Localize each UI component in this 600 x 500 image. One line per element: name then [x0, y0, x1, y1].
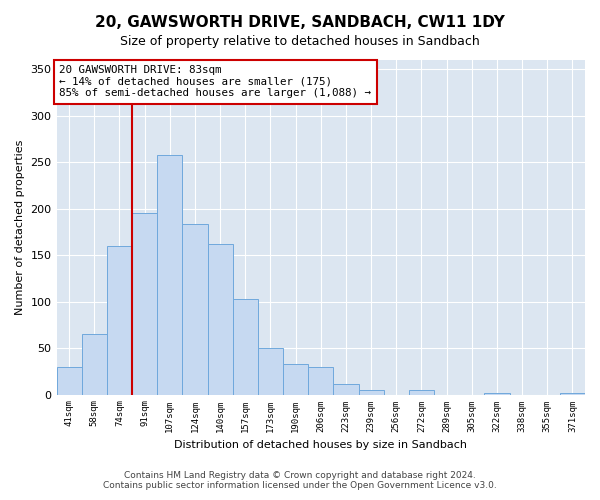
- Bar: [484, 392, 509, 394]
- Text: 20, GAWSWORTH DRIVE, SANDBACH, CW11 1DY: 20, GAWSWORTH DRIVE, SANDBACH, CW11 1DY: [95, 15, 505, 30]
- Bar: [182, 224, 208, 394]
- Bar: [56, 366, 82, 394]
- Bar: [233, 299, 258, 394]
- Bar: [560, 392, 585, 394]
- Text: Size of property relative to detached houses in Sandbach: Size of property relative to detached ho…: [120, 35, 480, 48]
- Bar: [258, 348, 283, 395]
- Bar: [308, 366, 334, 394]
- Y-axis label: Number of detached properties: Number of detached properties: [15, 140, 25, 315]
- Bar: [82, 334, 107, 394]
- Bar: [132, 214, 157, 394]
- Bar: [157, 155, 182, 394]
- Bar: [359, 390, 383, 394]
- Text: Contains HM Land Registry data © Crown copyright and database right 2024.
Contai: Contains HM Land Registry data © Crown c…: [103, 470, 497, 490]
- Bar: [208, 244, 233, 394]
- Bar: [409, 390, 434, 394]
- Bar: [107, 246, 132, 394]
- Bar: [283, 364, 308, 394]
- Text: 20 GAWSWORTH DRIVE: 83sqm
← 14% of detached houses are smaller (175)
85% of semi: 20 GAWSWORTH DRIVE: 83sqm ← 14% of detac…: [59, 65, 371, 98]
- X-axis label: Distribution of detached houses by size in Sandbach: Distribution of detached houses by size …: [174, 440, 467, 450]
- Bar: [334, 384, 359, 394]
